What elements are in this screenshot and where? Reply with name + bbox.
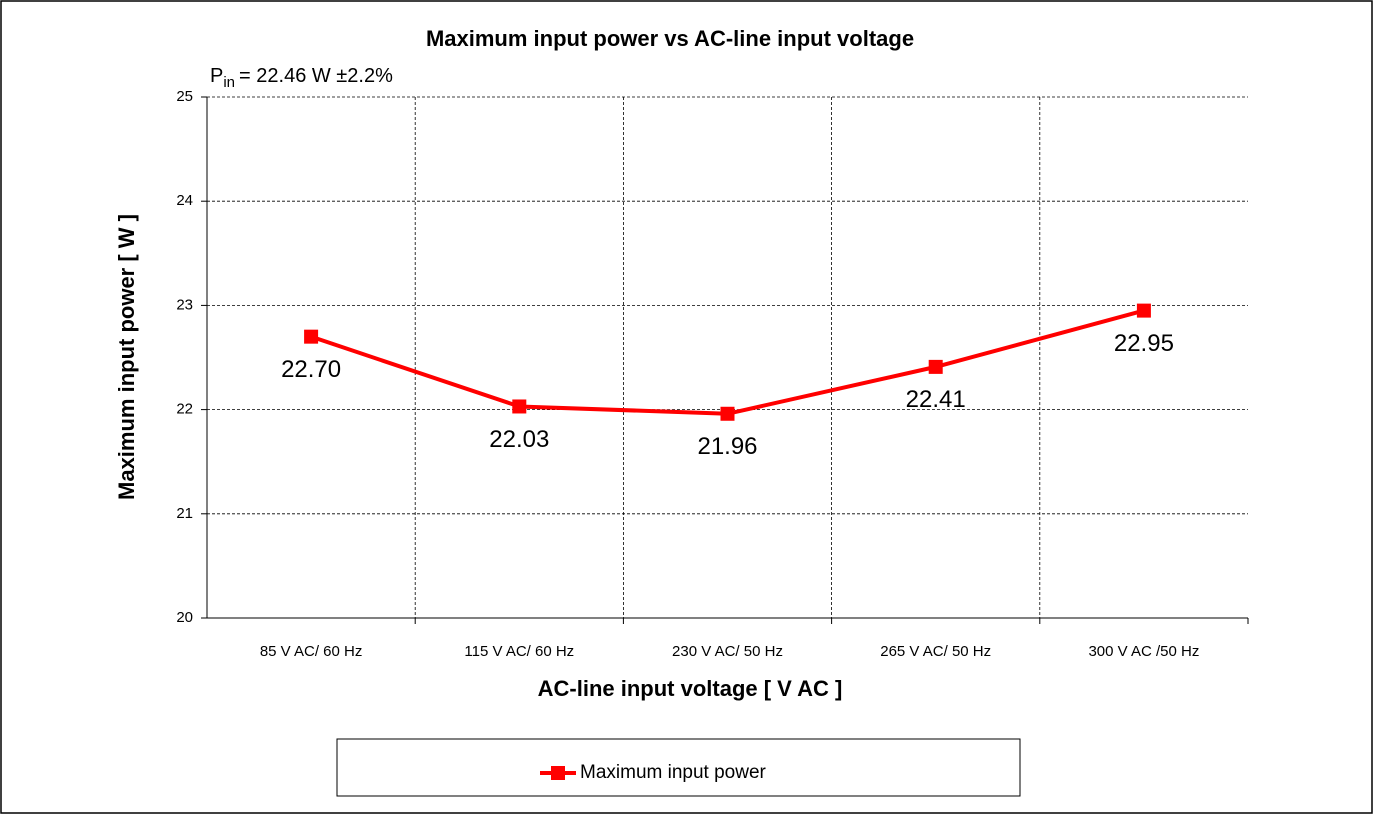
y-tick-label: 24 <box>176 192 193 209</box>
annotation-text: = 22.46 W ±2.2% <box>239 65 393 87</box>
annotation-symbol: P <box>210 65 223 87</box>
x-tick-label: 300 V AC /50 Hz <box>1088 643 1199 660</box>
y-tick-label: 20 <box>176 609 193 626</box>
x-tick-label: 85 V AC/ 60 Hz <box>260 643 363 660</box>
x-tick-label: 265 V AC/ 50 Hz <box>880 643 991 660</box>
x-axis-title: AC-line input voltage [ V AC ] <box>538 676 843 701</box>
y-tick-label: 21 <box>176 505 193 522</box>
annotation-subscript: in <box>223 74 235 91</box>
data-label: 21.96 <box>697 433 757 460</box>
y-axis-title: Maximum input power [ W ] <box>114 214 139 500</box>
data-label: 22.95 <box>1114 330 1174 357</box>
legend-marker <box>551 766 565 780</box>
x-tick-label: 230 V AC/ 50 Hz <box>672 643 783 660</box>
data-label: 22.70 <box>281 356 341 383</box>
point-marker <box>304 329 319 344</box>
legend-label: Maximum input power <box>580 762 767 783</box>
point-marker <box>1136 303 1151 318</box>
chart-title: Maximum input power vs AC-line input vol… <box>426 26 914 51</box>
data-label: 22.03 <box>489 426 549 453</box>
point-marker <box>928 359 943 374</box>
y-tick-label: 23 <box>176 296 193 313</box>
y-tick-label: 25 <box>176 88 193 105</box>
x-tick-label: 115 V AC/ 60 Hz <box>464 643 574 660</box>
point-marker <box>512 399 527 414</box>
annotation: Pin = 22.46 W ±2.2% <box>210 65 393 91</box>
data-label: 22.41 <box>906 386 966 413</box>
legend-box <box>336 738 1021 797</box>
point-marker <box>720 406 735 421</box>
y-tick-label: 22 <box>176 401 193 418</box>
